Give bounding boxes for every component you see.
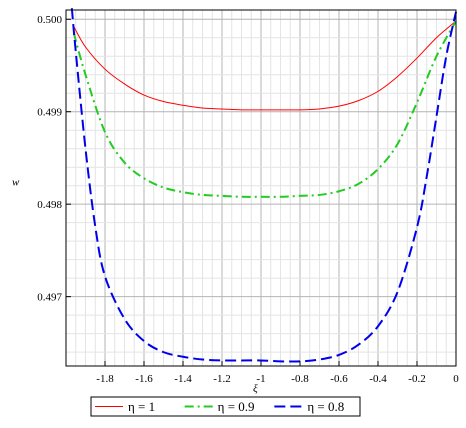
grid	[65, 10, 457, 366]
x-tick-label: -1.8	[96, 373, 114, 385]
legend-label: η = 1	[128, 399, 155, 414]
x-tick-label: -0.8	[291, 373, 309, 385]
legend-box	[90, 396, 361, 417]
x-tick-label: -1.2	[213, 373, 230, 385]
axis-ticks: -1.8 -1.6 -1.4 -1.2 -1 -0.8 -0.6 -0.4 -0.2 0 0.497…	[37, 14, 459, 385]
x-axis-label: ξ	[253, 383, 258, 395]
y-tick-label: 0.500	[37, 14, 62, 26]
series-line-1	[73, 20, 457, 111]
legend: η = 1 η = 0.9 η = 0.8	[90, 396, 361, 417]
x-tick-label: -1	[256, 373, 265, 385]
y-tick-label: 0.499	[37, 107, 62, 119]
x-tick-label: 0	[453, 373, 459, 385]
series-lines	[70, 8, 457, 363]
legend-label: η = 0.9	[218, 399, 255, 414]
x-tick-label: -1.4	[174, 373, 192, 385]
series-line-3	[70, 8, 457, 363]
y-axis-label: w	[12, 177, 20, 189]
y-tick-label: 0.497	[37, 292, 62, 304]
x-tick-label: -0.2	[408, 373, 425, 385]
x-tick-label: -0.6	[330, 373, 348, 385]
y-tick-label: 0.498	[37, 199, 62, 211]
x-tick-label: -0.4	[369, 373, 387, 385]
series-line-2	[72, 20, 457, 198]
legend-label: η = 0.8	[307, 399, 344, 414]
x-tick-label: -1.6	[135, 373, 153, 385]
